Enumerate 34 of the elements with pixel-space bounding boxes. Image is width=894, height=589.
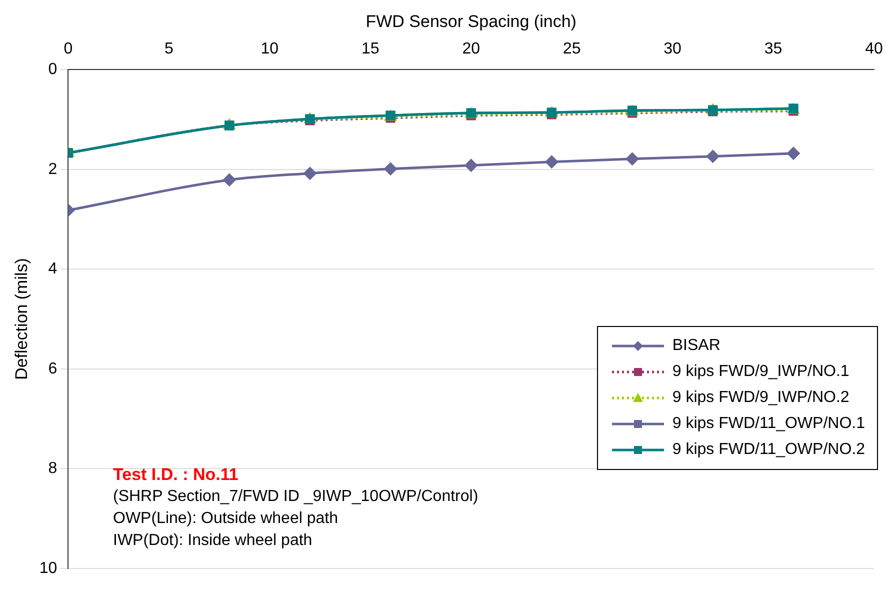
y-axis-title: Deflection (mils): [12, 258, 31, 380]
legend-label: 9 kips FWD/9_IWP/NO.2: [672, 389, 850, 407]
x-tick-label: 15: [361, 40, 380, 58]
annotation: Test I.D. : No.11: [113, 464, 240, 486]
legend-label: 9 kips FWD/9_IWP/NO.1: [672, 363, 850, 381]
x-tick-label: 40: [865, 40, 883, 58]
legend-label: 9 kips FWD/11_OWP/NO.1: [672, 415, 865, 433]
x-tick-label: 25: [562, 40, 581, 58]
legend-label: 9 kips FWD/11_OWP/NO.2: [672, 441, 865, 459]
x-tick-label: 0: [64, 40, 73, 58]
x-tick-label: 35: [764, 40, 782, 58]
point: [626, 152, 639, 166]
x-axis-title: FWD Sensor Spacing (inch): [366, 12, 576, 31]
x-tick-label: 20: [462, 40, 480, 58]
point: [464, 159, 478, 172]
y-tick-label: 4: [48, 260, 58, 278]
y-tick-label: 6: [48, 360, 58, 378]
point: [706, 150, 720, 163]
point: [545, 156, 558, 168]
annotation: IWP(Dot): Inside wheel path: [113, 531, 314, 551]
annotation: (SHRP Section_7/FWD ID _9IWP_10OWP/Control): [113, 487, 478, 507]
x-tick-label: 5: [164, 40, 174, 58]
y-tick-label: 2: [48, 160, 58, 178]
y-tick-label: 10: [39, 560, 58, 577]
point: [787, 147, 800, 160]
y-tick-label: 0: [48, 61, 58, 78]
point: [223, 174, 236, 186]
x-tick-label: 30: [664, 40, 682, 58]
x-tick-label: 10: [260, 40, 279, 58]
point: [384, 162, 397, 176]
y-tick-label: 8: [48, 460, 58, 478]
point: [304, 167, 316, 180]
legend-label: BISAR: [672, 337, 720, 355]
annotation: OWP(Line): Outside wheel path: [113, 509, 339, 529]
